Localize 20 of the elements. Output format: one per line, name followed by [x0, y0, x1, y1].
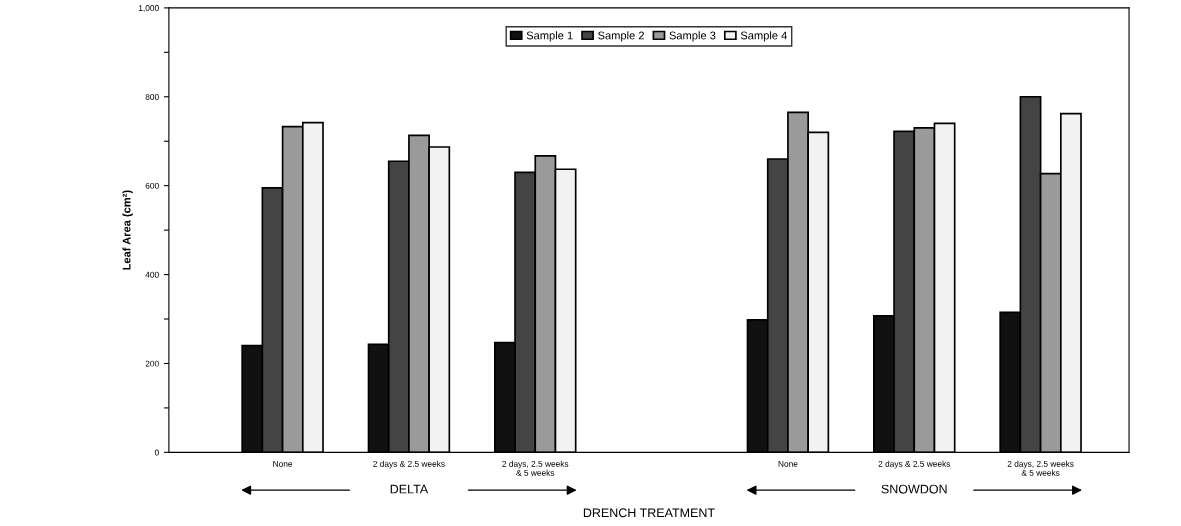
y-tick-label: 1,000: [138, 5, 159, 12]
legend-label: Sample 4: [740, 31, 787, 42]
x-tick-label: None: [778, 461, 798, 467]
legend-label: Sample 3: [669, 31, 716, 42]
y-tick-label: 600: [145, 182, 159, 189]
text: SNOWDON: [881, 484, 947, 494]
text: DELTA: [390, 484, 429, 494]
x-tick-label: 2 days & 2.5 weeks: [373, 460, 445, 469]
x-tick-label: 2 days & 2.5 weeks: [878, 460, 951, 469]
y-tick-label: 800: [145, 93, 159, 100]
y-tick-label: 400: [145, 271, 159, 278]
y-tick-label: 0: [154, 449, 159, 456]
x-tick-label: 2 days, 2.5 weeks & 5 weeks: [1007, 460, 1074, 476]
x-tick-label: 2 days, 2.5 weeks & 5 weeks: [502, 460, 569, 476]
legend-label: Sample 1: [526, 31, 573, 42]
x-axis-title: DRENCH TREATMENT: [583, 508, 715, 518]
y-tick-label: 200: [145, 360, 159, 367]
legend-label: Sample 2: [598, 31, 644, 42]
y-axis-title: Leaf Area (cm²): [122, 190, 133, 270]
x-tick-label: None: [273, 461, 293, 467]
